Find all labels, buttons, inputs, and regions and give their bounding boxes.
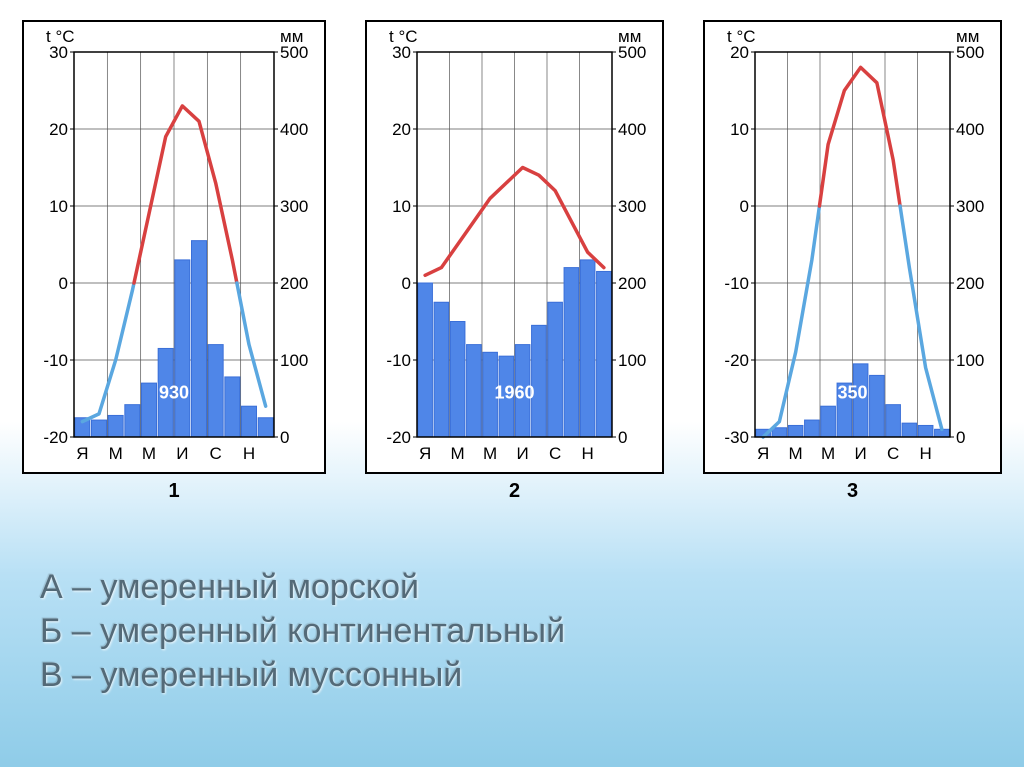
svg-text:-20: -20 — [724, 351, 749, 370]
chart-number-2: 2 — [509, 480, 520, 503]
chart-number-3: 3 — [847, 480, 858, 503]
svg-text:400: 400 — [280, 120, 308, 139]
legend-line-c: В – умеренный муссонный — [40, 653, 565, 697]
svg-text:10: 10 — [392, 197, 411, 216]
climograph-3: 350-30-20-10010200100200300400500t °СммЯ… — [703, 20, 1002, 474]
svg-text:мм: мм — [280, 27, 303, 46]
svg-text:200: 200 — [618, 274, 646, 293]
chart-number-1: 1 — [168, 480, 179, 503]
svg-text:t °С: t °С — [727, 27, 756, 46]
svg-text:0: 0 — [740, 197, 749, 216]
svg-text:t °С: t °С — [389, 27, 418, 46]
chart-wrap-3: 350-30-20-10010200100200300400500t °СммЯ… — [703, 20, 1002, 503]
chart-wrap-2: 1960-20-1001020300100200300400500t °СммЯ… — [365, 20, 664, 503]
svg-text:Я: Я — [76, 444, 88, 463]
legend-line-b: Б – умеренный континентальный — [40, 609, 565, 653]
svg-text:0: 0 — [618, 428, 627, 447]
svg-text:Я: Я — [757, 444, 769, 463]
svg-text:-10: -10 — [43, 351, 68, 370]
svg-text:-10: -10 — [724, 274, 749, 293]
svg-text:-20: -20 — [43, 428, 68, 447]
svg-text:100: 100 — [956, 351, 984, 370]
svg-text:-10: -10 — [386, 351, 411, 370]
charts-row: 930-20-1001020300100200300400500t °СммЯМ… — [0, 0, 1024, 513]
svg-text:200: 200 — [956, 274, 984, 293]
svg-text:t °С: t °С — [46, 27, 75, 46]
svg-text:0: 0 — [280, 428, 289, 447]
svg-text:М: М — [821, 444, 835, 463]
svg-text:Н: Н — [919, 444, 931, 463]
legend-line-a: А – умеренный морской — [40, 565, 565, 609]
legend: А – умеренный морской Б – умеренный конт… — [40, 565, 565, 698]
svg-text:350: 350 — [837, 383, 867, 403]
svg-text:-20: -20 — [386, 428, 411, 447]
svg-text:10: 10 — [730, 120, 749, 139]
climograph-1: 930-20-1001020300100200300400500t °СммЯМ… — [22, 20, 326, 474]
svg-text:М: М — [109, 444, 123, 463]
svg-text:-30: -30 — [724, 428, 749, 447]
svg-text:С: С — [210, 444, 222, 463]
svg-text:Я: Я — [419, 444, 431, 463]
svg-text:М: М — [451, 444, 465, 463]
climograph-2: 1960-20-1001020300100200300400500t °СммЯ… — [365, 20, 664, 474]
svg-text:М: М — [483, 444, 497, 463]
svg-text:930: 930 — [159, 383, 189, 403]
svg-text:20: 20 — [392, 120, 411, 139]
svg-text:М: М — [789, 444, 803, 463]
svg-text:0: 0 — [956, 428, 965, 447]
svg-text:200: 200 — [280, 274, 308, 293]
svg-text:20: 20 — [49, 120, 68, 139]
svg-text:100: 100 — [280, 351, 308, 370]
svg-text:400: 400 — [956, 120, 984, 139]
svg-text:100: 100 — [618, 351, 646, 370]
chart-wrap-1: 930-20-1001020300100200300400500t °СммЯМ… — [22, 20, 326, 503]
svg-text:Н: Н — [581, 444, 593, 463]
svg-text:400: 400 — [618, 120, 646, 139]
svg-text:0: 0 — [402, 274, 411, 293]
svg-text:И: И — [855, 444, 867, 463]
svg-text:С: С — [887, 444, 899, 463]
svg-text:мм: мм — [618, 27, 641, 46]
svg-text:И: И — [517, 444, 529, 463]
svg-text:мм: мм — [956, 27, 979, 46]
svg-text:1960: 1960 — [494, 383, 534, 403]
svg-text:10: 10 — [49, 197, 68, 216]
svg-text:300: 300 — [956, 197, 984, 216]
svg-text:И: И — [176, 444, 188, 463]
svg-text:300: 300 — [280, 197, 308, 216]
svg-text:0: 0 — [59, 274, 68, 293]
svg-text:М: М — [142, 444, 156, 463]
svg-text:300: 300 — [618, 197, 646, 216]
svg-text:С: С — [549, 444, 561, 463]
svg-text:Н: Н — [243, 444, 255, 463]
